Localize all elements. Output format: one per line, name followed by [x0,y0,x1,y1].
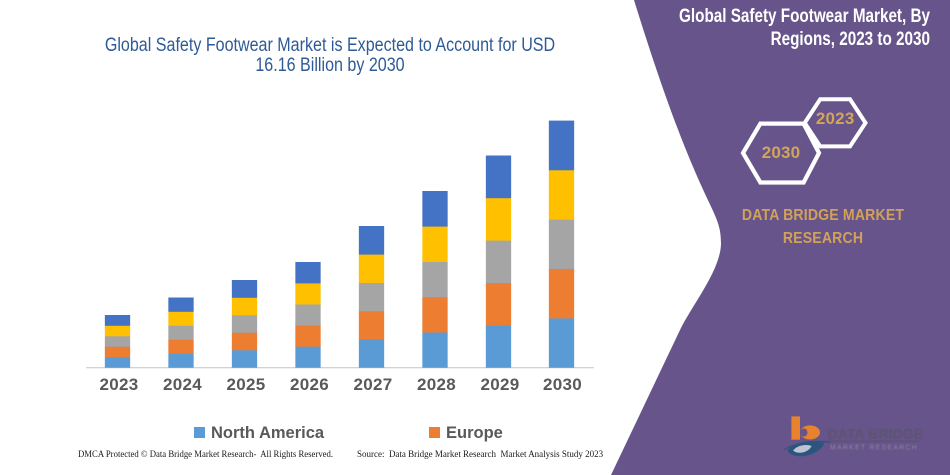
svg-text:DATA BRIDGE: DATA BRIDGE [828,426,924,442]
svg-text:MARKET RESEARCH: MARKET RESEARCH [830,445,918,452]
